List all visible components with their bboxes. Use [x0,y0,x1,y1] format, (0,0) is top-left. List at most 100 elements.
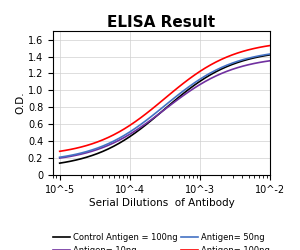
Antigen= 50ng [257,54,261,57]
Antigen= 10ng [90,150,94,153]
Control Antigen = 100ng [155,114,158,117]
Antigen= 10ng [128,133,132,136]
Antigen= 100ng [241,50,245,53]
Antigen= 100ng [106,136,110,139]
Antigen= 10ng [268,59,272,62]
Control Antigen = 100ng [209,73,212,76]
Control Antigen = 100ng [193,84,196,86]
Antigen= 50ng [171,98,175,100]
Antigen= 50ng [214,68,218,71]
Control Antigen = 100ng [247,58,250,61]
Antigen= 50ng [247,57,250,60]
Antigen= 10ng [171,102,175,105]
Control Antigen = 100ng [117,142,121,145]
Antigen= 10ng [214,74,218,78]
Antigen= 50ng [101,144,105,148]
Antigen= 50ng [198,78,202,81]
Antigen= 10ng [247,63,250,66]
Antigen= 100ng [63,149,67,152]
Antigen= 10ng [139,126,142,129]
Antigen= 100ng [74,147,78,150]
Line: Antigen= 10ng: Antigen= 10ng [60,61,270,158]
Title: ELISA Result: ELISA Result [107,15,215,30]
Antigen= 10ng [198,83,202,86]
Control Antigen = 100ng [144,123,148,126]
Antigen= 10ng [193,86,196,90]
Antigen= 10ng [74,154,78,157]
Control Antigen = 100ng [263,54,266,57]
Control Antigen = 100ng [123,139,126,142]
Antigen= 10ng [209,77,212,80]
Antigen= 10ng [220,72,223,75]
Antigen= 100ng [252,47,256,50]
Antigen= 50ng [90,148,94,152]
Antigen= 10ng [241,64,245,68]
Antigen= 50ng [112,140,116,143]
Antigen= 50ng [63,155,67,158]
Antigen= 100ng [149,108,153,111]
Antigen= 100ng [268,44,272,47]
Antigen= 10ng [236,66,239,69]
Antigen= 50ng [149,115,153,118]
Antigen= 50ng [96,146,99,150]
Antigen= 50ng [166,102,169,105]
Antigen= 100ng [176,86,180,89]
Antigen= 10ng [166,106,169,109]
Antigen= 10ng [155,114,158,117]
Antigen= 10ng [252,62,256,65]
Antigen= 100ng [257,46,261,49]
Antigen= 50ng [133,127,137,130]
Antigen= 100ng [247,48,250,51]
Control Antigen = 100ng [268,53,272,56]
Antigen= 50ng [203,74,207,78]
Control Antigen = 100ng [160,110,164,113]
Control Antigen = 100ng [58,162,61,165]
Y-axis label: O.D.: O.D. [15,92,25,114]
Antigen= 100ng [123,127,126,130]
Antigen= 50ng [236,60,239,63]
Control Antigen = 100ng [230,63,234,66]
Antigen= 10ng [263,60,266,63]
Antigen= 50ng [230,62,234,65]
Antigen= 10ng [160,110,164,113]
Antigen= 10ng [80,152,83,156]
Antigen= 100ng [198,70,202,73]
Control Antigen = 100ng [257,55,261,58]
Antigen= 100ng [171,90,175,93]
Antigen= 100ng [128,124,132,127]
Antigen= 10ng [144,122,148,125]
Antigen= 100ng [155,104,158,107]
Antigen= 10ng [58,156,61,160]
Antigen= 100ng [220,58,223,61]
Control Antigen = 100ng [198,80,202,83]
Antigen= 100ng [230,54,234,56]
Control Antigen = 100ng [69,160,72,163]
Antigen= 10ng [85,151,88,154]
Line: Antigen= 50ng: Antigen= 50ng [60,54,270,157]
Antigen= 50ng [182,89,185,92]
Control Antigen = 100ng [112,145,116,148]
Antigen= 100ng [214,60,218,64]
Control Antigen = 100ng [171,101,175,104]
Antigen= 50ng [176,93,180,96]
Control Antigen = 100ng [96,152,99,155]
Antigen= 100ng [139,116,142,119]
Antigen= 100ng [90,142,94,145]
Antigen= 100ng [85,144,88,147]
Antigen= 10ng [203,80,207,83]
Antigen= 100ng [203,66,207,70]
Antigen= 50ng [225,64,229,67]
Antigen= 50ng [263,53,266,56]
Antigen= 50ng [193,81,196,84]
Control Antigen = 100ng [106,148,110,150]
Antigen= 100ng [112,133,116,136]
Antigen= 10ng [63,156,67,159]
Legend: Control Antigen = 100ng, Antigen= 10ng, Antigen= 50ng, Antigen= 100ng: Control Antigen = 100ng, Antigen= 10ng, … [50,230,273,250]
Antigen= 100ng [160,99,164,102]
Line: Antigen= 100ng: Antigen= 100ng [60,46,270,151]
Control Antigen = 100ng [241,59,245,62]
Antigen= 100ng [236,52,239,54]
Antigen= 10ng [182,94,185,97]
Antigen= 50ng [268,52,272,56]
Antigen= 100ng [187,78,191,80]
